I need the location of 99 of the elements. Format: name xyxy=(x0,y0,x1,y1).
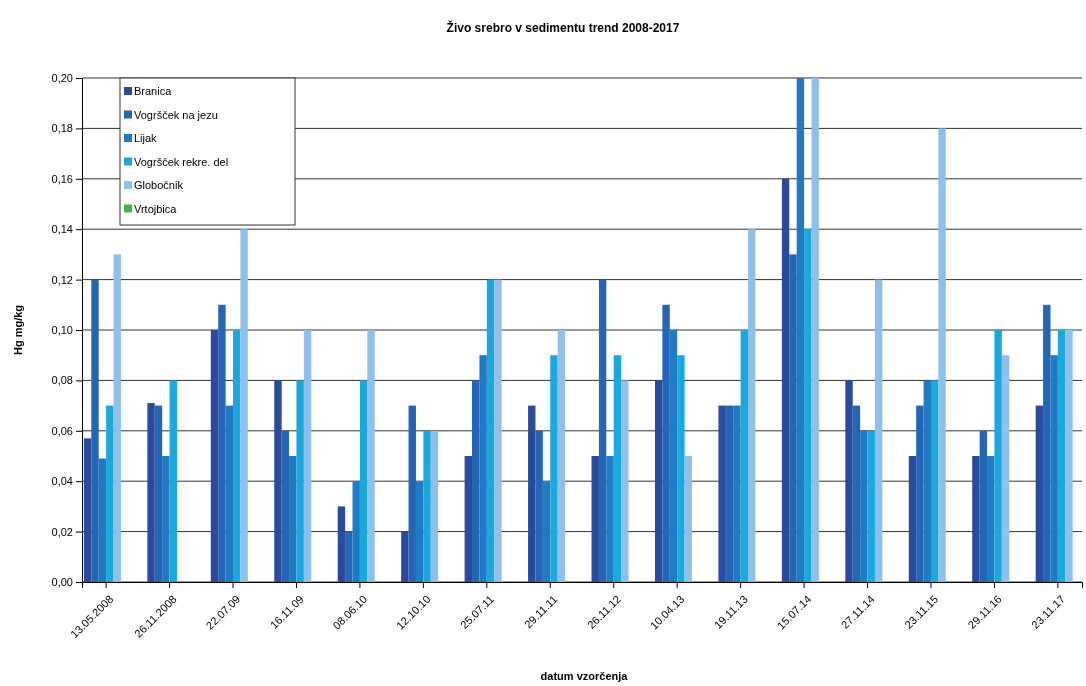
bar xyxy=(367,330,375,582)
bar xyxy=(408,405,416,582)
y-tick-label: 0,14 xyxy=(51,223,73,236)
bar xyxy=(303,330,312,582)
bar xyxy=(811,78,819,582)
bar xyxy=(345,531,353,582)
bar xyxy=(1065,330,1073,582)
bar xyxy=(987,456,995,582)
bar xyxy=(98,458,107,582)
bar xyxy=(662,304,670,582)
bar xyxy=(804,229,812,582)
y-tick-label: 0,12 xyxy=(51,273,73,286)
bar xyxy=(789,254,797,582)
bar xyxy=(535,430,543,582)
bar xyxy=(91,279,99,582)
bar xyxy=(994,330,1002,582)
bar xyxy=(154,405,163,582)
bar xyxy=(930,380,939,582)
bar xyxy=(479,355,487,582)
bar xyxy=(210,330,219,582)
bar xyxy=(613,355,622,582)
bar xyxy=(550,355,558,582)
bar xyxy=(740,330,749,582)
y-tick-label: 0,02 xyxy=(51,525,73,538)
y-tick-label: 0,16 xyxy=(51,172,73,185)
bar xyxy=(860,430,868,582)
bar xyxy=(557,330,566,582)
y-tick-label: 0,08 xyxy=(51,374,73,387)
bar xyxy=(415,481,424,582)
bar xyxy=(359,380,368,582)
bar xyxy=(845,380,853,582)
bar xyxy=(923,380,931,582)
bar xyxy=(972,456,980,582)
bar xyxy=(430,430,439,582)
bar xyxy=(464,456,473,582)
bar xyxy=(296,380,304,582)
bar xyxy=(1057,330,1066,582)
bar xyxy=(337,506,346,582)
bar xyxy=(352,481,360,582)
bar xyxy=(83,438,92,582)
bar xyxy=(542,481,551,582)
bar xyxy=(289,456,297,582)
y-tick-label: 0,00 xyxy=(51,576,73,589)
bar xyxy=(654,380,663,582)
bar xyxy=(1043,304,1051,582)
bar xyxy=(725,405,734,582)
bar xyxy=(240,229,248,582)
bar xyxy=(401,531,409,582)
bar xyxy=(591,456,599,582)
bar xyxy=(528,405,536,582)
y-tick-label: 0,18 xyxy=(51,122,73,135)
bar xyxy=(472,380,480,582)
bar xyxy=(281,430,290,582)
legend-label: Vogršček na jezu xyxy=(134,108,218,121)
bar xyxy=(162,456,170,582)
bar xyxy=(1001,355,1010,582)
bar xyxy=(494,279,502,582)
legend-label: Lijak xyxy=(134,132,158,144)
legend-label: Globočnik xyxy=(134,179,184,191)
bar xyxy=(169,380,177,582)
bar xyxy=(938,128,946,582)
bar xyxy=(718,405,726,582)
bar xyxy=(781,178,790,582)
bar xyxy=(147,403,155,582)
bar xyxy=(874,279,883,582)
bar xyxy=(916,405,924,582)
bar xyxy=(606,456,614,582)
bar xyxy=(274,380,282,582)
chart-title: Živo srebro v sedimentu trend 2008-2017 xyxy=(446,20,680,35)
y-tick-label: 0,04 xyxy=(51,475,73,488)
bar xyxy=(748,229,756,582)
bar xyxy=(852,405,861,582)
bar xyxy=(733,405,741,582)
legend-label: Vrtojbica xyxy=(134,202,178,215)
bar xyxy=(979,430,988,582)
bar xyxy=(908,456,917,582)
bar xyxy=(598,279,607,582)
y-tick-label: 0,20 xyxy=(51,72,73,85)
legend-label: Branica xyxy=(134,85,173,97)
bar xyxy=(113,254,121,582)
bar xyxy=(1050,355,1058,582)
bar xyxy=(684,456,692,582)
bar xyxy=(423,430,431,582)
y-tick-label: 0,10 xyxy=(51,324,73,337)
bar xyxy=(218,304,226,582)
bar xyxy=(1035,405,1044,582)
bar xyxy=(677,355,685,582)
bar xyxy=(621,380,629,582)
bar xyxy=(867,430,875,582)
bar xyxy=(796,78,805,582)
bar xyxy=(669,330,678,582)
bar xyxy=(233,330,241,582)
y-tick-label: 0,06 xyxy=(51,424,73,437)
bar xyxy=(486,279,495,582)
bar xyxy=(106,405,114,582)
bar xyxy=(225,405,234,582)
y-axis-title: Hg mg/kg xyxy=(12,304,24,356)
legend-label: Vogršček rekre. del xyxy=(134,155,229,168)
x-axis-title: datum vzorčenja xyxy=(540,670,629,682)
